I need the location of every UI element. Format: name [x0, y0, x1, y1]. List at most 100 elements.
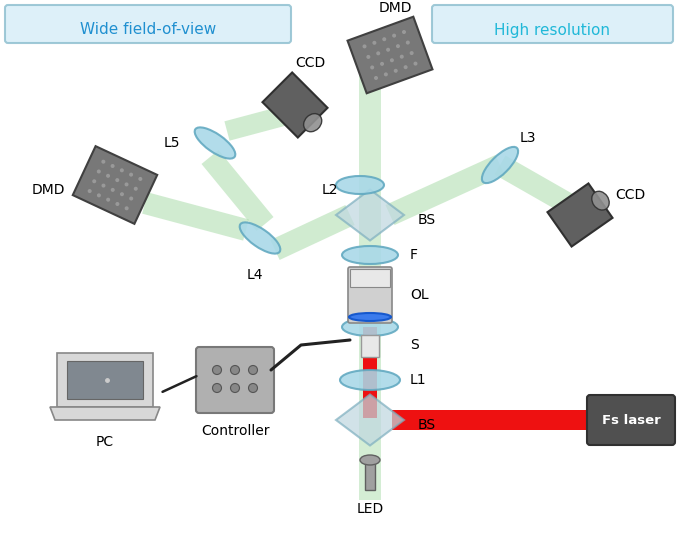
Ellipse shape	[342, 318, 398, 336]
Circle shape	[138, 177, 142, 181]
Circle shape	[124, 206, 129, 211]
Circle shape	[120, 192, 124, 196]
Ellipse shape	[304, 114, 322, 132]
Circle shape	[124, 182, 129, 187]
Circle shape	[97, 169, 101, 173]
Circle shape	[106, 174, 110, 178]
Circle shape	[231, 366, 239, 375]
Polygon shape	[359, 48, 381, 500]
Circle shape	[231, 384, 239, 392]
Polygon shape	[142, 192, 249, 240]
Polygon shape	[67, 361, 143, 399]
Ellipse shape	[342, 246, 398, 264]
Circle shape	[120, 168, 124, 172]
Circle shape	[129, 173, 133, 176]
Text: OL: OL	[410, 288, 428, 302]
Text: CCD: CCD	[295, 56, 325, 70]
Text: Wide field-of-view: Wide field-of-view	[80, 22, 216, 37]
Circle shape	[392, 34, 396, 38]
Text: L3: L3	[520, 131, 537, 145]
Circle shape	[406, 41, 410, 45]
Ellipse shape	[349, 313, 391, 321]
Circle shape	[370, 66, 374, 69]
Circle shape	[373, 41, 377, 45]
Polygon shape	[224, 106, 290, 141]
Circle shape	[111, 164, 115, 168]
Text: CCD: CCD	[615, 188, 645, 202]
Polygon shape	[336, 190, 404, 240]
Circle shape	[116, 202, 120, 206]
Circle shape	[413, 62, 418, 66]
Text: DMD: DMD	[31, 183, 65, 197]
Ellipse shape	[194, 127, 235, 159]
Ellipse shape	[360, 455, 380, 465]
Polygon shape	[201, 150, 273, 231]
Polygon shape	[57, 353, 153, 407]
Circle shape	[129, 197, 133, 200]
Circle shape	[116, 178, 119, 182]
Text: Controller: Controller	[201, 424, 269, 438]
FancyBboxPatch shape	[348, 267, 392, 323]
FancyBboxPatch shape	[432, 5, 673, 43]
Polygon shape	[347, 17, 432, 93]
Circle shape	[134, 187, 138, 191]
Text: Fs laser: Fs laser	[602, 414, 660, 426]
Text: BS: BS	[418, 418, 436, 432]
Circle shape	[380, 62, 384, 66]
Text: L4: L4	[247, 268, 263, 282]
Circle shape	[88, 189, 92, 193]
Text: LED: LED	[356, 502, 384, 516]
Bar	[361, 335, 379, 357]
Polygon shape	[494, 156, 575, 215]
Circle shape	[248, 366, 258, 375]
Circle shape	[374, 76, 378, 80]
Circle shape	[404, 65, 407, 69]
Text: S: S	[410, 338, 419, 352]
Circle shape	[101, 160, 105, 164]
Text: L1: L1	[410, 373, 426, 387]
Circle shape	[396, 44, 400, 48]
Circle shape	[92, 179, 97, 183]
Text: PC: PC	[96, 435, 114, 449]
Ellipse shape	[336, 176, 384, 194]
Ellipse shape	[239, 222, 280, 254]
Circle shape	[402, 30, 406, 34]
Circle shape	[390, 58, 394, 62]
Text: BS: BS	[418, 213, 436, 227]
Polygon shape	[73, 146, 157, 224]
Polygon shape	[262, 72, 328, 138]
Text: L5: L5	[163, 136, 180, 150]
Polygon shape	[363, 327, 377, 418]
Ellipse shape	[592, 191, 609, 210]
Polygon shape	[336, 394, 404, 446]
FancyBboxPatch shape	[196, 347, 274, 413]
Circle shape	[106, 198, 110, 201]
FancyBboxPatch shape	[587, 395, 675, 445]
FancyBboxPatch shape	[5, 5, 291, 43]
Circle shape	[386, 48, 390, 52]
Text: High resolution: High resolution	[494, 22, 610, 37]
Circle shape	[111, 188, 115, 192]
Text: F: F	[410, 248, 418, 262]
Circle shape	[409, 51, 413, 55]
Circle shape	[362, 44, 367, 49]
Polygon shape	[50, 407, 160, 420]
Circle shape	[212, 366, 222, 375]
Circle shape	[382, 37, 386, 41]
Circle shape	[394, 69, 398, 73]
Circle shape	[248, 384, 258, 392]
Circle shape	[376, 51, 380, 55]
Bar	[350, 269, 390, 287]
Circle shape	[384, 72, 388, 76]
Circle shape	[400, 55, 404, 59]
Ellipse shape	[482, 147, 518, 183]
Circle shape	[97, 193, 101, 197]
Ellipse shape	[340, 370, 400, 390]
Circle shape	[101, 183, 105, 188]
Polygon shape	[386, 155, 505, 225]
Text: L2: L2	[322, 183, 339, 197]
Polygon shape	[392, 410, 590, 430]
Text: DMD: DMD	[378, 1, 412, 15]
Circle shape	[367, 55, 371, 59]
Polygon shape	[547, 183, 613, 247]
